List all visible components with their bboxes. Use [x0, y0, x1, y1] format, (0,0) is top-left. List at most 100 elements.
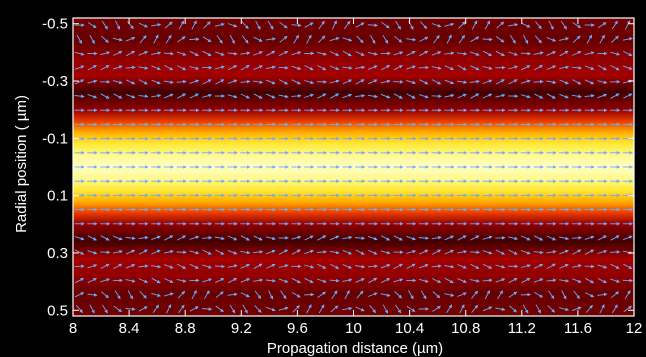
field-arrow	[189, 93, 199, 99]
field-arrow	[151, 23, 162, 27]
field-arrow	[304, 22, 314, 28]
field-arrow	[457, 278, 467, 283]
field-arrow	[240, 250, 251, 255]
field-arrow	[138, 22, 149, 28]
y-axis-label: Radial position ( µm)	[13, 95, 30, 233]
field-arrow	[367, 94, 378, 99]
field-arrow	[520, 264, 531, 268]
field-arrow	[610, 35, 619, 43]
field-arrow	[227, 65, 238, 71]
field-arrow	[151, 65, 161, 70]
field-arrow	[87, 250, 98, 255]
field-arrow	[317, 235, 327, 241]
field-arrow	[599, 34, 605, 44]
field-arrow	[597, 65, 607, 71]
field-arrow	[74, 65, 85, 70]
field-arrow	[597, 277, 607, 284]
field-arrow	[151, 51, 162, 55]
y-tick-label: -0.1	[42, 130, 68, 147]
field-arrow	[419, 50, 429, 57]
field-arrow	[342, 50, 352, 57]
x-axis: 8 8.4 8.8 9.2 9.6 10 10.4 10.8 11.2 11.6 12	[69, 18, 642, 337]
field-arrow	[253, 80, 264, 84]
field-arrow	[355, 306, 365, 312]
field-arrow	[470, 263, 480, 269]
field-arrow	[87, 277, 97, 284]
field-arrow	[75, 305, 83, 313]
field-arrow	[610, 291, 620, 299]
y-tick-label: 0.5	[47, 302, 68, 319]
field-arrow	[559, 93, 569, 99]
field-arrow	[318, 304, 325, 314]
field-arrow	[101, 20, 108, 30]
field-arrow	[482, 263, 493, 269]
field-arrow	[393, 263, 403, 269]
field-arrow	[227, 94, 238, 99]
field-arrow	[253, 51, 263, 56]
field-arrow	[368, 277, 378, 284]
field-arrow	[253, 235, 263, 241]
field-arrow	[471, 20, 478, 30]
field-arrow	[316, 278, 327, 283]
field-arrow	[316, 250, 327, 254]
field-arrow	[317, 35, 326, 44]
field-arrow	[523, 34, 529, 45]
field-arrow	[329, 278, 340, 283]
field-arrow	[495, 50, 505, 57]
field-arrow	[444, 249, 455, 255]
field-arrow	[355, 249, 365, 255]
field-arrow	[355, 236, 366, 240]
field-arrow	[317, 291, 326, 298]
field-arrow	[571, 236, 582, 240]
field-arrow	[166, 304, 172, 314]
field-arrow	[176, 235, 187, 241]
field-arrow	[482, 93, 493, 99]
field-arrow	[584, 235, 595, 240]
field-arrow	[382, 34, 389, 44]
field-arrow	[177, 36, 186, 43]
field-arrow	[484, 289, 490, 300]
field-arrow	[278, 65, 289, 70]
field-arrow	[306, 304, 312, 314]
field-arrow	[432, 291, 441, 299]
y-tick-label: -0.5	[42, 16, 68, 33]
x-tick-label: 8.8	[175, 320, 196, 337]
field-arrow	[431, 51, 442, 56]
field-arrow	[623, 305, 632, 313]
field-arrow	[533, 250, 544, 255]
x-tick-label: 10.8	[451, 320, 480, 337]
field-arrow	[191, 20, 197, 30]
field-arrow	[380, 79, 391, 84]
field-arrow	[419, 249, 429, 255]
field-arrow	[240, 235, 250, 241]
field-arrow	[431, 235, 442, 240]
field-arrow	[304, 277, 314, 284]
field-arrow	[495, 93, 506, 98]
field-arrow	[112, 80, 123, 85]
field-arrow	[317, 93, 327, 99]
field-arrow	[278, 94, 289, 99]
field-arrow	[255, 20, 261, 30]
field-arrow	[153, 34, 159, 44]
field-arrow	[163, 51, 174, 56]
field-arrow	[202, 50, 212, 57]
field-arrow	[418, 94, 429, 99]
field-arrow	[253, 65, 263, 71]
field-arrow	[125, 65, 136, 70]
field-arrow	[431, 79, 442, 85]
field-arrow	[369, 304, 376, 314]
field-arrow	[622, 37, 633, 41]
field-arrow	[533, 65, 544, 71]
x-tick-label: 8	[69, 320, 77, 337]
field-arrow	[444, 79, 455, 85]
field-arrow	[279, 21, 288, 29]
field-arrow	[482, 79, 493, 84]
field-arrow	[355, 94, 366, 98]
field-arrow	[584, 65, 595, 70]
field-arrow	[253, 263, 263, 269]
field-arrow	[611, 20, 618, 30]
x-tick-label: 11.6	[564, 320, 592, 337]
field-arrow	[125, 36, 136, 42]
field-arrow	[470, 93, 480, 99]
field-arrow	[214, 264, 225, 269]
